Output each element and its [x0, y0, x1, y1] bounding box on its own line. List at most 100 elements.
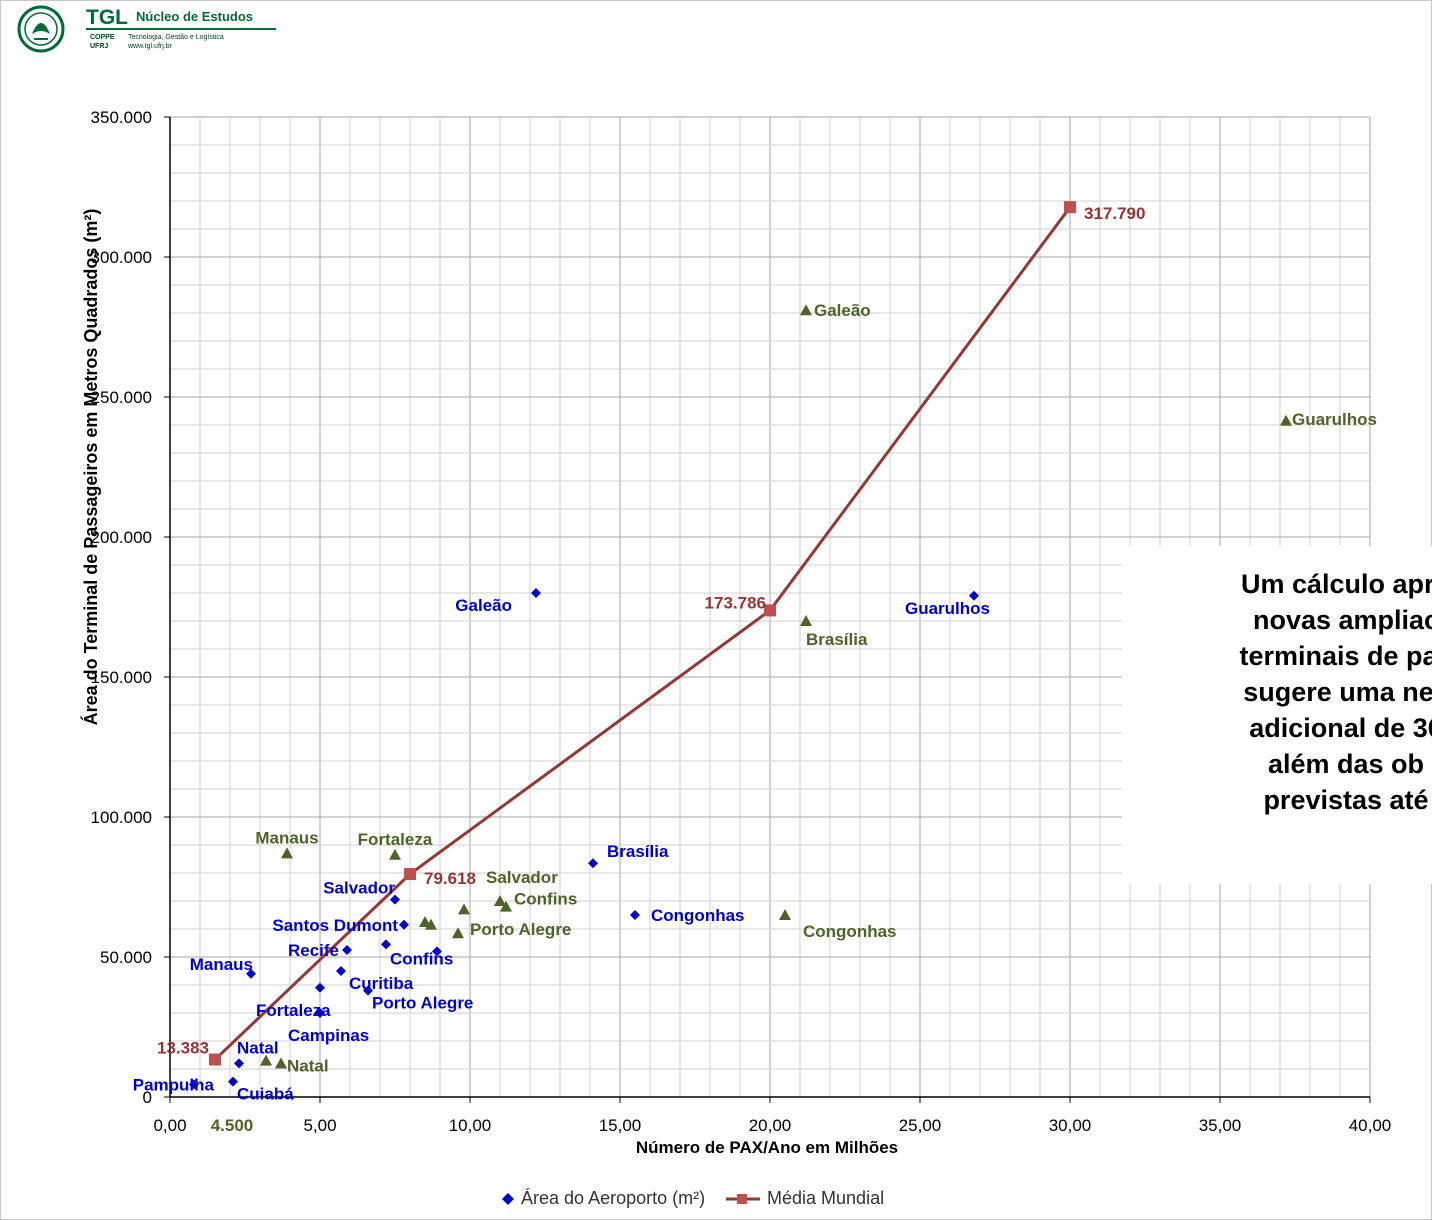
tgl-logo: TGL Núcleo de Estudos COPPE UFRJ Tecnolo… — [16, 4, 276, 64]
area-point-label: Natal — [237, 1038, 279, 1057]
media-point — [1064, 201, 1076, 214]
media-mundial-line — [213, 206, 1072, 1061]
media-point-label: 79.618 — [424, 869, 476, 888]
annotation-text: Um cálculo apro novas ampliac terminais … — [1239, 569, 1432, 815]
x-tick-label: 35,00 — [1199, 1116, 1242, 1135]
logo-subtitle: Núcleo de Estudos — [136, 9, 254, 24]
triangle-point — [281, 847, 293, 859]
area-point-label: Galeão — [455, 596, 512, 615]
triangle-point-label: Salvador — [486, 868, 558, 887]
area-point — [228, 1076, 238, 1087]
area-point-label: Pampulha — [133, 1075, 215, 1094]
area-point — [588, 858, 598, 869]
triangle-point-label: Confins — [514, 890, 577, 909]
area-point-label: Congonhas — [651, 906, 745, 925]
area-point-label: Brasília — [607, 842, 669, 861]
y-tick-label: 250.000 — [91, 388, 152, 407]
logo-website: www.tgl.ufrj.br — [128, 43, 172, 50]
x-tick-label: 5,00 — [303, 1116, 336, 1135]
area-point — [342, 945, 352, 955]
triangle-point-label: Porto Alegre — [470, 920, 571, 939]
y-tick-label: 50.000 — [100, 948, 152, 967]
triangle-point-label: Congonhas — [803, 922, 897, 941]
y-tick-label: 200.000 — [91, 528, 152, 547]
triangle-point — [260, 1054, 272, 1066]
area-point — [399, 919, 409, 930]
tgl-emblem-icon — [17, 5, 65, 53]
area-point-label: Cuiabá — [237, 1085, 294, 1104]
triangle-point — [800, 615, 812, 626]
area-point-label: Porto Alegre — [372, 994, 473, 1013]
area-point — [246, 968, 256, 979]
x-extra-label: 4.500 — [211, 1116, 254, 1135]
area-point-label: Campinas — [288, 1026, 369, 1045]
triangle-point-label: Natal — [287, 1056, 329, 1075]
line-square-marker-icon — [726, 1194, 760, 1205]
logo-coppe: COPPE — [90, 34, 115, 41]
diamond-marker-icon — [502, 1193, 514, 1206]
area-point — [315, 1008, 325, 1018]
triangle-point — [800, 304, 812, 316]
triangle-point — [494, 895, 506, 906]
legend-label-media: Média Mundial — [767, 1188, 885, 1208]
area-point — [336, 966, 346, 976]
logo-divider — [86, 28, 276, 30]
media-point-label: 317.790 — [1084, 204, 1145, 223]
area-point — [315, 982, 325, 993]
area-point — [189, 1079, 199, 1090]
area-point — [234, 1058, 244, 1069]
chart-ticks: 0,00 5,00 10,00 15,00 20,00 25,00 30,00 35,00 40… — [91, 108, 1392, 1135]
area-point-label: Fortaleza — [256, 1001, 331, 1020]
media-point-label: 173.786 — [705, 593, 766, 612]
triangle-point — [452, 927, 464, 939]
x-tick-label: 20,00 — [749, 1116, 792, 1135]
area-point — [432, 946, 442, 957]
area-point-label: Manaus — [190, 955, 253, 974]
chart-point-labels: Galeão Guarulhos Brasília Congonhas Salvador… — [133, 204, 1377, 1103]
area-point-label: Santos Dumont — [272, 916, 398, 935]
triangle-point-label: Brasília — [806, 630, 868, 649]
media-point — [404, 868, 416, 881]
y-tick-label: 300.000 — [91, 248, 152, 267]
triangle-point-label: Manaus — [255, 828, 318, 847]
y-tick-label: 350.000 — [91, 108, 152, 127]
area-point — [390, 894, 400, 905]
annotation-box: Um cálculo apro novas ampliac terminais … — [1122, 546, 1432, 884]
triangle-point — [500, 900, 512, 912]
area-point-label: Salvador — [323, 879, 395, 898]
legend-label-area: Área do Aeroporto (m²) — [521, 1188, 706, 1208]
legend-item-media: Média Mundial — [724, 1188, 884, 1209]
triangle-point-label: Guarulhos — [1292, 410, 1377, 429]
area-point-label: Confins — [390, 949, 453, 968]
chart-points — [189, 201, 1292, 1090]
logo-ufrj: UFRJ — [90, 43, 109, 50]
triangle-point — [425, 918, 437, 930]
x-tick-label: 10,00 — [449, 1116, 492, 1135]
x-axis-title: Número de PAX/Ano em Milhões — [636, 1138, 898, 1157]
y-tick-label: 100.000 — [91, 808, 152, 827]
logo-tagline: Tecnologia, Gestão e Logística — [128, 34, 224, 41]
logo-brand: TGL — [86, 6, 128, 29]
area-point — [630, 910, 640, 920]
triangle-point — [1280, 414, 1292, 426]
area-point-label: Guarulhos — [905, 599, 990, 618]
triangle-point — [275, 1057, 287, 1069]
x-tick-label: 25,00 — [899, 1116, 942, 1135]
media-point — [764, 604, 776, 617]
legend-item-area: Área do Aeroporto (m²) — [500, 1188, 705, 1209]
area-point — [381, 939, 391, 950]
y-tick-label: 0 — [143, 1088, 152, 1107]
triangle-point-label: Galeão — [814, 301, 871, 320]
x-tick-label: 30,00 — [1049, 1116, 1092, 1135]
triangle-point — [419, 916, 431, 927]
media-point-label: 13.383 — [157, 1039, 209, 1058]
y-tick-label: 150.000 — [91, 668, 152, 687]
area-point-label: Curitiba — [349, 974, 414, 993]
y-axis-title: Área do Terminal de Passageiros em Metro… — [80, 209, 101, 726]
triangle-point — [779, 909, 791, 920]
area-point — [969, 590, 979, 601]
media-point — [209, 1053, 221, 1066]
area-point — [363, 985, 373, 996]
x-tick-label: 15,00 — [599, 1116, 642, 1135]
